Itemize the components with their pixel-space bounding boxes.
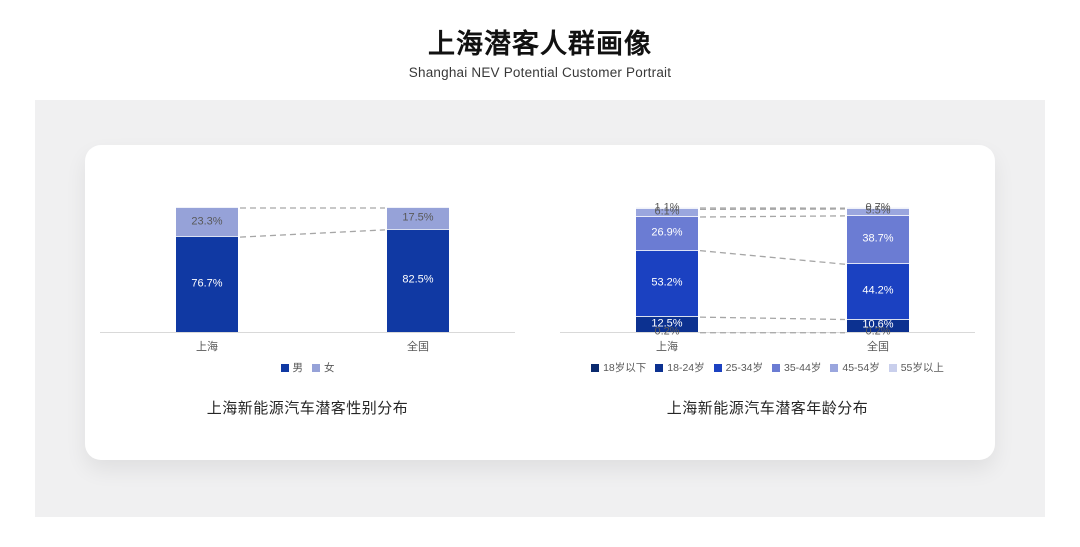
data-label-35-44岁: 26.9% xyxy=(651,226,683,239)
bar-segment-45-54岁 xyxy=(847,208,909,215)
bar-segment-女 xyxy=(387,207,449,229)
bar-segment-男 xyxy=(387,228,449,332)
data-label-18-24岁: 10.6% xyxy=(862,318,894,331)
data-label-18-24岁: 12.5% xyxy=(651,317,683,330)
legend-item-男: 男 xyxy=(280,360,304,375)
data-label-55岁以上: 0.7% xyxy=(865,201,891,214)
bar-segment-25-34岁 xyxy=(847,263,909,319)
connector-dashed-lines xyxy=(239,207,386,238)
data-label-45-54岁: 6.1% xyxy=(654,205,680,218)
page-title: 上海潜客人群画像 xyxy=(428,29,652,59)
bar-segment-55岁以上 xyxy=(847,207,909,208)
legend-swatch-icon xyxy=(591,363,600,372)
legend-label: 18岁以下 xyxy=(603,362,647,374)
legend-label: 18-24岁 xyxy=(667,362,705,374)
connector-dashed-lines xyxy=(699,207,846,334)
legend-item-25-34岁: 25-34岁 xyxy=(713,360,763,375)
x-axis-category-label: 上海 xyxy=(656,341,678,353)
data-label-男: 82.5% xyxy=(402,274,434,287)
data-label-女: 23.3% xyxy=(191,215,223,228)
x-axis-category-label: 上海 xyxy=(196,341,218,353)
data-label-18岁以下: 0.2% xyxy=(654,325,680,338)
gender-chart-title: 上海新能源汽车潜客性别分布 xyxy=(206,400,409,417)
stacked-bar-全国: 82.5% 17.5% xyxy=(387,207,449,332)
age-chart-legend: 18岁以下 18-24岁 25-34岁 35-44岁 45-54岁 55岁以上 xyxy=(560,361,975,374)
legend-label: 25-34岁 xyxy=(725,362,763,374)
x-axis-category-label: 全国 xyxy=(867,341,889,353)
bar-segment-女 xyxy=(176,207,238,237)
data-label-女: 17.5% xyxy=(402,211,434,224)
x-axis-category-label: 全国 xyxy=(407,341,429,353)
legend-item-18岁以下: 18岁以下 xyxy=(591,360,646,375)
bar-segment-45-54岁 xyxy=(636,208,698,216)
legend-swatch-icon xyxy=(713,363,722,372)
legend-label: 45-54岁 xyxy=(842,362,880,374)
legend-swatch-icon xyxy=(888,363,897,372)
legend-swatch-icon xyxy=(655,363,664,372)
legend-swatch-icon xyxy=(280,363,289,372)
bar-segment-35-44岁 xyxy=(847,214,909,264)
legend-label: 女 xyxy=(324,362,335,374)
stacked-bar-上海: 76.7% 23.3% xyxy=(176,207,238,332)
legend-swatch-icon xyxy=(772,363,780,372)
gender-chart-x-labels: 上海 全国 xyxy=(100,338,515,353)
age-chart-plot-area: 0.2% 12.5% 53.2% 26.9% 6.1% 1.1% 0.2% 10.6% 44.2… xyxy=(560,185,975,338)
data-label-男: 76.7% xyxy=(191,277,223,290)
legend-item-女: 女 xyxy=(312,360,335,375)
legend-item-45-54岁: 45-54岁 xyxy=(830,360,880,375)
data-label-55岁以上: 1.1% xyxy=(654,201,680,214)
stacked-bar-上海: 0.2% 12.5% 53.2% 26.9% 6.1% 1.1% xyxy=(636,201,698,338)
age-chart-x-labels: 上海 全国 xyxy=(560,338,975,353)
legend-item-35-44岁: 35-44岁 xyxy=(772,360,821,375)
age-chart-title: 上海新能源汽车潜客年龄分布 xyxy=(666,400,869,417)
data-label-25-34岁: 53.2% xyxy=(651,276,683,289)
bar-segment-35-44岁 xyxy=(636,216,698,250)
legend-swatch-icon xyxy=(312,363,320,372)
legend-swatch-icon xyxy=(830,363,839,372)
bar-segment-55岁以上 xyxy=(636,207,698,209)
gender-chart-plot-area: 76.7% 23.3% 82.5% 17.5% xyxy=(100,185,515,333)
bar-segment-18-24岁 xyxy=(636,316,698,332)
legend-label: 55岁以上 xyxy=(900,362,944,374)
legend-item-18-24岁: 18-24岁 xyxy=(655,360,705,375)
chart-card: 76.7% 23.3% 82.5% 17.5% 上海 全国 男女 上海新能源汽车潜客性别… xyxy=(85,145,995,460)
data-label-25-34岁: 44.2% xyxy=(862,284,894,297)
page-header: 上海潜客人群画像 Shanghai NEV Potential Customer… xyxy=(0,22,1080,80)
data-label-18岁以下: 0.2% xyxy=(865,325,891,338)
page-subtitle: Shanghai NEV Potential Customer Portrait xyxy=(408,65,672,80)
legend-label: 男 xyxy=(292,362,304,374)
legend-label: 35-44岁 xyxy=(784,362,822,374)
age-distribution-chart: 0.2% 12.5% 53.2% 26.9% 6.1% 1.1% 0.2% 10.6% 44.2… xyxy=(560,145,975,418)
x-axis-line xyxy=(100,332,515,333)
data-label-35-44岁: 38.7% xyxy=(862,232,894,245)
data-label-45-54岁: 5.5% xyxy=(865,205,891,218)
legend-item-55岁以上: 55岁以上 xyxy=(888,360,944,375)
bar-segment-18-24岁 xyxy=(847,318,909,332)
gender-chart-legend: 男女 xyxy=(100,361,515,374)
stacked-bar-全国: 0.2% 10.6% 44.2% 38.7% 5.5% 0.7% xyxy=(847,201,909,338)
bar-segment-25-34岁 xyxy=(636,249,698,317)
gender-distribution-chart: 76.7% 23.3% 82.5% 17.5% 上海 全国 男女 上海新能源汽车潜客性别… xyxy=(100,145,515,418)
bar-segment-男 xyxy=(176,236,238,332)
x-axis-line xyxy=(560,332,975,333)
